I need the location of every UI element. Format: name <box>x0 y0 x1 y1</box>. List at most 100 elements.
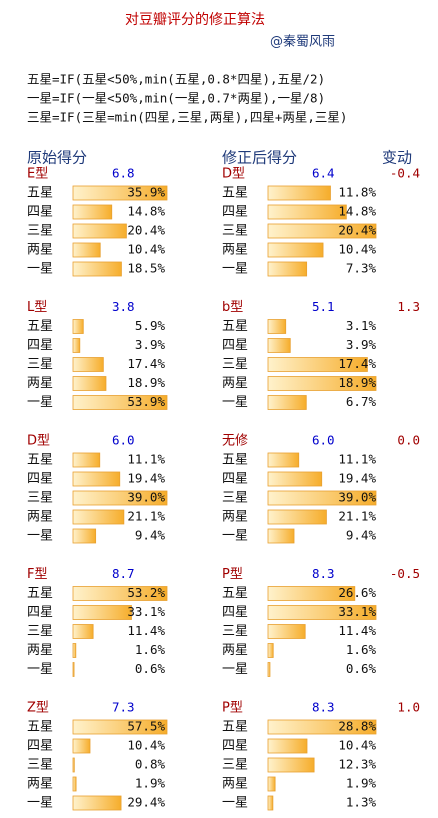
star-label: 一星 <box>27 662 53 677</box>
value-label: 0.6% <box>346 661 377 676</box>
value-label: 39.0% <box>338 490 376 505</box>
value-label: 3.9% <box>135 337 166 352</box>
value-label: 18.5% <box>127 261 165 276</box>
type-label: P型 <box>222 567 243 582</box>
value-label: 0.6% <box>135 661 166 676</box>
header: 修正后得分 <box>222 149 297 167</box>
star-label: 一星 <box>222 529 248 544</box>
bar <box>267 605 377 620</box>
bar <box>72 509 125 525</box>
formula: 三星=IF(三星=min(四星,三星,两星),四星+两星,三星) <box>27 110 347 125</box>
star-label: 五星 <box>27 319 53 334</box>
value-label: 10.4% <box>338 738 376 753</box>
star-label: 一星 <box>222 395 248 410</box>
bar <box>267 757 315 773</box>
star-label: 两星 <box>27 643 53 658</box>
star-label: 四星 <box>27 605 53 620</box>
value-label: 14.8% <box>127 204 165 219</box>
bar <box>72 376 107 391</box>
star-label: 五星 <box>222 186 248 201</box>
star-label: 四星 <box>27 472 53 487</box>
score: 3.8 <box>112 299 135 314</box>
star-label: 三星 <box>222 357 248 372</box>
value-label: 9.4% <box>135 528 166 543</box>
star-label: 五星 <box>27 720 53 735</box>
bar <box>72 185 168 201</box>
star-label: 两星 <box>222 243 248 258</box>
bar <box>267 242 324 258</box>
value-label: 0.8% <box>135 757 166 772</box>
bar <box>72 624 94 639</box>
formula: 五星=IF(五星<50%,min(五星,0.8*四星),五星/2) <box>27 72 325 87</box>
star-label: 五星 <box>27 453 53 468</box>
value-label: 21.1% <box>127 509 165 524</box>
star-label: 两星 <box>222 376 248 391</box>
star-label: 四星 <box>27 338 53 353</box>
star-label: 三星 <box>27 758 53 773</box>
bar <box>267 795 274 811</box>
value-label: 11.1% <box>127 452 165 467</box>
star-label: 四星 <box>222 739 248 754</box>
bar <box>267 452 300 468</box>
bar <box>267 376 377 391</box>
bar <box>72 776 77 792</box>
bar <box>267 395 307 410</box>
bar <box>72 528 97 544</box>
value-label: 33.1% <box>127 604 165 619</box>
bar <box>72 795 122 811</box>
value-label: 7.3% <box>346 261 377 276</box>
star-label: 两星 <box>222 643 248 658</box>
bar <box>72 662 75 677</box>
value-label: 53.9% <box>127 394 165 409</box>
star-label: 三星 <box>27 224 53 239</box>
bar <box>267 338 291 353</box>
value-label: 19.4% <box>127 471 165 486</box>
bar <box>72 242 101 258</box>
change: -0.4 <box>390 166 420 181</box>
bar <box>267 719 377 735</box>
star-label: 三星 <box>27 357 53 372</box>
star-label: 一星 <box>27 262 53 277</box>
bar <box>72 204 113 220</box>
star-label: 一星 <box>27 796 53 811</box>
header: 变动 <box>382 149 412 167</box>
type-label: D型 <box>222 167 245 182</box>
bar <box>72 471 121 487</box>
value-label: 5.9% <box>135 318 166 333</box>
score: 8.7 <box>112 566 135 581</box>
bar <box>72 719 168 735</box>
bar <box>72 643 77 658</box>
value-label: 3.9% <box>346 337 377 352</box>
star-label: 两星 <box>27 510 53 525</box>
bar <box>267 471 323 487</box>
value-label: 11.4% <box>338 623 376 638</box>
value-label: 29.4% <box>127 795 165 810</box>
value-label: 11.4% <box>127 623 165 638</box>
star-label: 四星 <box>222 472 248 487</box>
value-label: 1.3% <box>346 795 377 810</box>
star-label: 三星 <box>27 624 53 639</box>
star-label: 两星 <box>27 376 53 391</box>
value-label: 19.4% <box>338 471 376 486</box>
star-label: 五星 <box>27 186 53 201</box>
value-label: 1.9% <box>135 776 166 791</box>
change: 1.3 <box>397 299 420 314</box>
value-label: 1.6% <box>135 642 166 657</box>
star-label: 四星 <box>222 605 248 620</box>
value-label: 57.5% <box>127 719 165 734</box>
value-label: 18.9% <box>338 375 376 390</box>
value-label: 10.4% <box>127 738 165 753</box>
bar <box>267 319 287 334</box>
value-label: 28.8% <box>338 719 376 734</box>
star-label: 五星 <box>222 453 248 468</box>
bar <box>72 357 104 372</box>
type-label: Z型 <box>27 701 49 716</box>
type-label: E型 <box>27 167 48 182</box>
score: 8.3 <box>312 700 335 715</box>
bar <box>267 662 271 677</box>
score: 5.1 <box>312 299 335 314</box>
title: 对豆瓣评分的修正算法 <box>125 12 265 28</box>
star-label: 两星 <box>27 777 53 792</box>
change: -0.5 <box>390 566 420 581</box>
